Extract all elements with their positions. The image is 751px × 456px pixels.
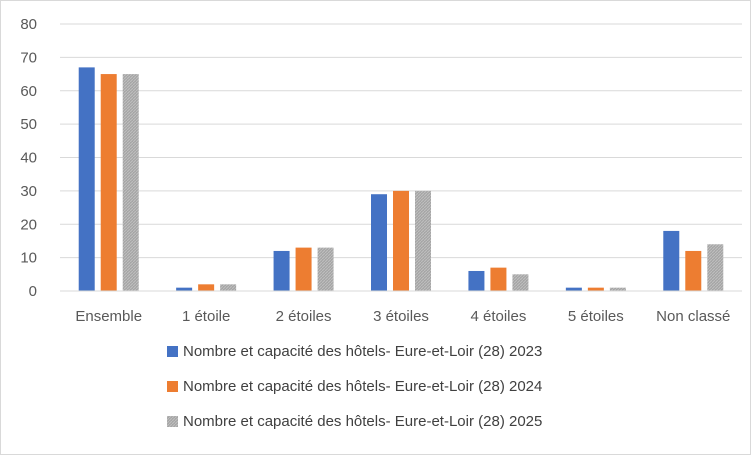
- y-tick-label: 0: [29, 283, 37, 300]
- bar-2-non-classé: [685, 250, 702, 291]
- bar-2-1-étoile: [198, 284, 215, 291]
- bar-1-1-étoile: [176, 287, 193, 291]
- bar-1-ensemble: [78, 67, 95, 291]
- y-tick-label: 10: [20, 250, 37, 267]
- y-tick-label: 50: [20, 116, 37, 133]
- bar-3-non-classé: [707, 244, 724, 291]
- bar-2-3-étoiles: [393, 190, 409, 291]
- y-tick-label: 40: [20, 150, 37, 167]
- bar-3-ensemble: [122, 74, 139, 291]
- x-tick-label: 1 étoile: [182, 308, 230, 325]
- bars: [78, 67, 724, 291]
- bar-1-non-classé: [663, 230, 680, 291]
- x-tick-label: 2 étoiles: [276, 308, 332, 325]
- bar-3-1-étoile: [220, 284, 237, 291]
- x-axis-ticks: Ensemble 1 étoile 2 étoiles 3 étoiles 4 étoi…: [75, 308, 730, 325]
- x-tick-label: 3 étoiles: [373, 308, 429, 325]
- x-tick-label: 4 étoiles: [470, 308, 526, 325]
- bar-1-5-étoiles: [565, 287, 582, 291]
- bar-3-5-étoiles: [609, 287, 626, 291]
- bar-3-3-étoiles: [415, 190, 431, 291]
- y-tick-label: 30: [20, 183, 37, 200]
- legend: Nombre et capacité des hôtels- Eure-et-L…: [167, 343, 542, 430]
- bar-3-2-étoiles: [317, 247, 334, 291]
- x-tick-label: 5 étoiles: [568, 308, 624, 325]
- bar-1-4-étoiles: [468, 270, 485, 291]
- y-tick-label: 80: [20, 16, 37, 33]
- legend-label: Nombre et capacité des hôtels- Eure-et-L…: [183, 378, 542, 395]
- bar-2-2-étoiles: [295, 247, 312, 291]
- legend-swatch: [167, 416, 178, 427]
- y-tick-label: 60: [20, 83, 37, 100]
- bar-1-3-étoiles: [371, 194, 387, 291]
- bar-3-4-étoiles: [512, 274, 529, 291]
- legend-label: Nombre et capacité des hôtels- Eure-et-L…: [183, 413, 542, 430]
- legend-label: Nombre et capacité des hôtels- Eure-et-L…: [183, 343, 542, 360]
- y-axis-ticks: 0 10 20 30 40 50 60 70 80: [20, 16, 37, 300]
- y-tick-label: 70: [20, 49, 37, 66]
- x-tick-label: Ensemble: [75, 308, 142, 325]
- bar-1-2-étoiles: [273, 250, 290, 291]
- legend-swatch: [167, 381, 178, 392]
- bar-2-ensemble: [100, 74, 117, 291]
- y-tick-label: 20: [20, 216, 37, 233]
- bar-2-4-étoiles: [490, 267, 507, 291]
- bar-2-5-étoiles: [587, 287, 604, 291]
- legend-swatch: [167, 346, 178, 357]
- x-tick-label: Non classé: [656, 308, 730, 325]
